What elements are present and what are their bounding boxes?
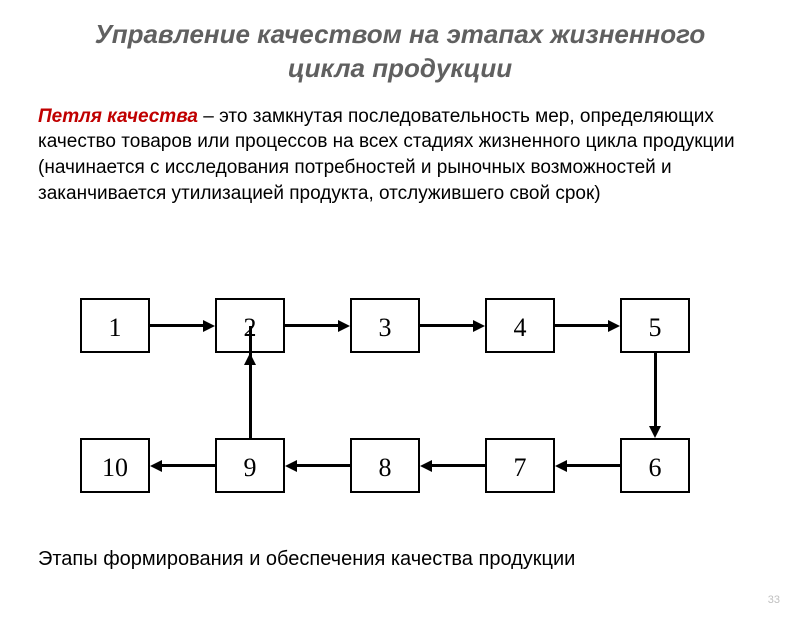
description-paragraph: Петля качества – это замкнутая последова…	[38, 104, 762, 207]
arrow-head-icon	[420, 460, 432, 472]
flow-node-8: 8	[350, 438, 420, 493]
arrow-segment	[420, 324, 475, 327]
flow-node-5: 5	[620, 298, 690, 353]
flow-node-1: 1	[80, 298, 150, 353]
flow-node-3: 3	[350, 298, 420, 353]
arrow-head-icon	[203, 320, 215, 332]
title-line1: Управление качеством на этапах жизненног…	[95, 19, 706, 49]
arrow-head-icon	[150, 460, 162, 472]
arrow-head-icon	[285, 460, 297, 472]
flow-node-4: 4	[485, 298, 555, 353]
arrow-head-icon	[473, 320, 485, 332]
title-line2: цикла продукции	[288, 53, 512, 83]
arrow-segment	[150, 324, 205, 327]
flow-node-6: 6	[620, 438, 690, 493]
arrow-segment	[249, 363, 252, 438]
term-label: Петля качества	[38, 106, 198, 127]
arrow-head-icon	[608, 320, 620, 332]
arrow-head-icon	[338, 320, 350, 332]
arrow-head-icon	[649, 426, 661, 438]
flow-diagram: 12345678910	[80, 298, 720, 518]
arrow-segment	[295, 464, 350, 467]
page-number: 33	[768, 594, 780, 606]
arrow-segment	[430, 464, 485, 467]
diagram-caption: Этапы формирования и обеспечения качеств…	[38, 548, 575, 571]
arrow-segment	[285, 324, 340, 327]
arrow-segment	[565, 464, 620, 467]
arrow-segment	[160, 464, 215, 467]
flow-node-9: 9	[215, 438, 285, 493]
page-title: Управление качеством на этапах жизненног…	[30, 18, 770, 86]
arrow-segment	[555, 324, 610, 327]
flow-node-10: 10	[80, 438, 150, 493]
arrow-head-icon	[555, 460, 567, 472]
arrow-segment	[654, 353, 657, 428]
flow-node-7: 7	[485, 438, 555, 493]
